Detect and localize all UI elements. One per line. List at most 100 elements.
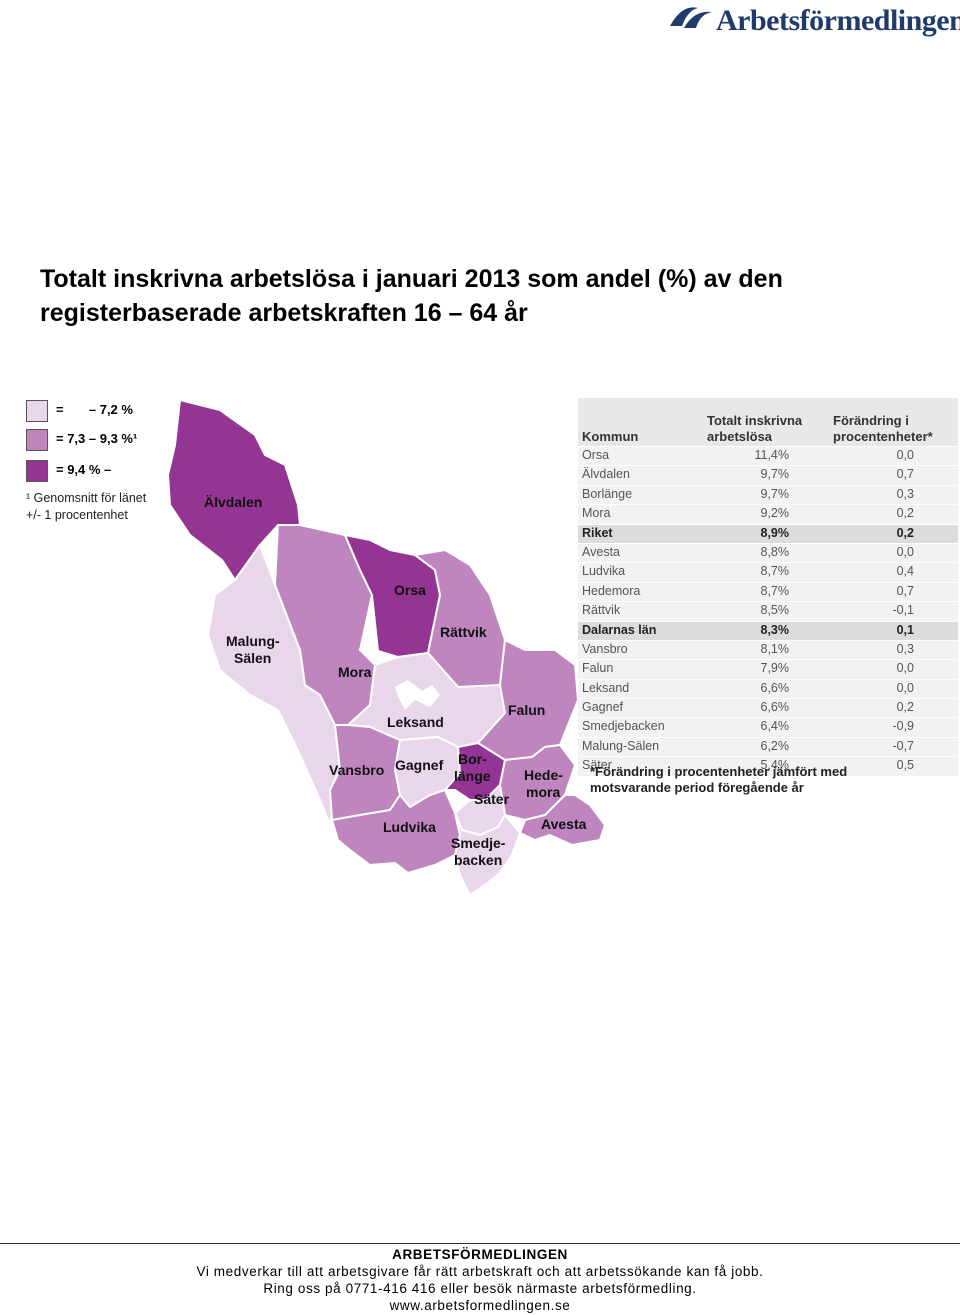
table-row: Dalarnas län 8,3% 0,1 [578,620,958,640]
map-label-falun: Falun [508,702,546,718]
table-row: Smedjebacken 6,4% -0,9 [578,717,958,737]
table-row: Säter 5,4% 0,5 [578,756,958,776]
map-label-leksand: Leksand [387,714,444,730]
legend-swatch-low [26,400,48,422]
legend-note: ¹ Genomsnitt för länet +/- 1 procentenhe… [26,490,146,524]
table-cell-kommun: Riket [582,525,613,540]
table-cell-kommun: Malung-Sälen [582,738,660,753]
region-alvdalen [167,399,301,581]
table-cell-change: -0,7 [892,738,914,753]
map-label-malung-1: Malung- [226,633,280,649]
footer-line-1: Vi medverkar till att arbetsgivare får r… [196,1264,764,1279]
table-row: Rättvik 8,5% -0,1 [578,601,958,621]
table-cell-kommun: Dalarnas län [582,622,657,637]
legend-swatch-mid [26,429,48,451]
table-row: Falun 7,9% 0,0 [578,659,958,679]
table-cell-change: 0,2 [896,700,914,715]
table-cell-kommun: Orsa [582,448,610,462]
table-cell-change: -0,1 [892,603,914,618]
legend-label-mid: = 7,3 – 9,3 %¹ [56,431,138,446]
table-cell-change: 0,7 [896,583,914,598]
table-cell-total: 6,4% [760,719,790,734]
title-line-1: Totalt inskrivna arbetslösa i januari 20… [40,265,783,293]
table-cell-change: 0,0 [896,661,914,676]
table-cell-change: 0,4 [896,564,914,579]
table-cell-total: 8,7% [760,564,790,579]
table-footnote-line-2: motsvarande period föregående år [590,780,804,795]
table-cell-total: 6,6% [760,700,790,715]
table-row: Gagnef 6,6% 0,2 [578,698,958,718]
dalarna-map: Älvdalen Orsa Rättvik Malung- Sälen Mora… [160,395,620,900]
col-header-total-2: arbetslösa [707,429,773,444]
table-cell-kommun: Säter [582,758,612,773]
legend-item-high: = 9,4 % – [26,460,176,482]
table-cell-change: 0,0 [896,544,914,559]
table-row: Älvdalen 9,7% 0,7 [578,465,958,485]
table-cell-kommun: Mora [582,506,611,521]
table-row: Vansbro 8,1% 0,3 [578,639,958,660]
table-cell-kommun: Ludvika [582,564,626,579]
region-smedjebacken [454,812,521,896]
title-line-2: registerbaserade arbetskraften 16 – 64 å… [40,299,528,327]
table-cell-total: 8,8% [760,544,790,559]
table-cell-total: 8,9% [760,525,790,540]
legend-note-line-1: ¹ Genomsnitt för länet [26,491,147,505]
region-avesta [519,794,606,846]
table-cell-change: -0,9 [892,719,914,734]
table-cell-total: 5,4% [760,758,790,773]
legend-item-low: = – 7,2 % [26,400,176,422]
table-cell-total: 8,1% [760,641,790,656]
map-label-gagnef: Gagnef [395,757,444,773]
table-row: Borlänge 9,7% 0,3 [578,484,958,505]
table-body: Orsa 11,4% 0,0 Älvdalen 9,7% 0,7 Borlänge 9,7% 0… [578,446,958,776]
table-cell-kommun: Borlänge [582,486,633,501]
table-cell-total: 9,2% [760,506,790,521]
map-label-smedjebacken-2: backen [454,852,503,868]
table-cell-kommun: Rättvik [582,603,621,618]
table-cell-kommun: Vansbro [582,641,628,656]
table-header: Kommun Totalt inskrivna arbetslösa Förän… [578,398,958,446]
footer-divider [0,1243,960,1244]
table-row: Malung-Sälen 6,2% -0,7 [578,736,958,757]
table-cell-change: 0,3 [896,486,914,501]
table-cell-kommun: Hedemora [582,583,641,598]
map-label-vansbro: Vansbro [329,762,385,778]
table-footnote: *Förändring i procentenheter jämfört med… [590,764,847,796]
map-label-smedjebacken-1: Smedje- [451,835,506,851]
table-cell-total: 9,7% [760,486,790,501]
col-header-kommun: Kommun [582,429,639,444]
map-label-hedemora-2: mora [526,784,561,800]
map-label-hedemora-1: Hede- [524,767,563,783]
map-label-avesta: Avesta [541,816,587,832]
legend-label-low: = – 7,2 % [56,402,133,417]
table-row: Orsa 11,4% 0,0 [578,446,958,466]
map-label-alvdalen: Älvdalen [204,494,263,510]
table-cell-change: 0,0 [896,448,914,462]
table-cell-change: 0,2 [896,506,914,521]
footer-line-2: Ring oss på 0771-416 416 eller besök när… [263,1281,697,1296]
table-cell-total: 6,6% [760,680,790,695]
table-cell-change: 0,0 [896,680,914,695]
legend-note-line-2: +/- 1 procentenhet [26,508,128,522]
table-cell-total: 8,5% [760,603,790,618]
table-cell-total: 8,7% [760,583,790,598]
table-cell-kommun: Gagnef [582,700,624,715]
table-cell-kommun: Falun [582,661,614,676]
table-row: Leksand 6,6% 0,0 [578,678,958,699]
table-cell-kommun: Smedjebacken [582,719,665,734]
table-cell-change: 0,5 [896,758,914,773]
table-cell-change: 0,1 [896,622,914,637]
legend-swatch-high [26,460,48,482]
legend-item-mid: = 7,3 – 9,3 %¹ [26,429,176,451]
table-row: Mora 9,2% 0,2 [578,504,958,524]
map-label-ludvika: Ludvika [383,819,436,835]
table-cell-total: 11,4% [754,448,789,462]
col-header-change-2: procentenheter* [833,429,933,444]
table-row: Avesta 8,8% 0,0 [578,542,958,563]
table-cell-kommun: Avesta [582,544,620,559]
table-cell-change: 0,3 [896,641,914,656]
table-cell-kommun: Älvdalen [582,467,630,482]
logo-mark-icon [670,7,712,28]
dalarna-map-shapes [167,399,606,896]
footer-url[interactable]: www.arbetsformedlingen.se [389,1298,571,1313]
